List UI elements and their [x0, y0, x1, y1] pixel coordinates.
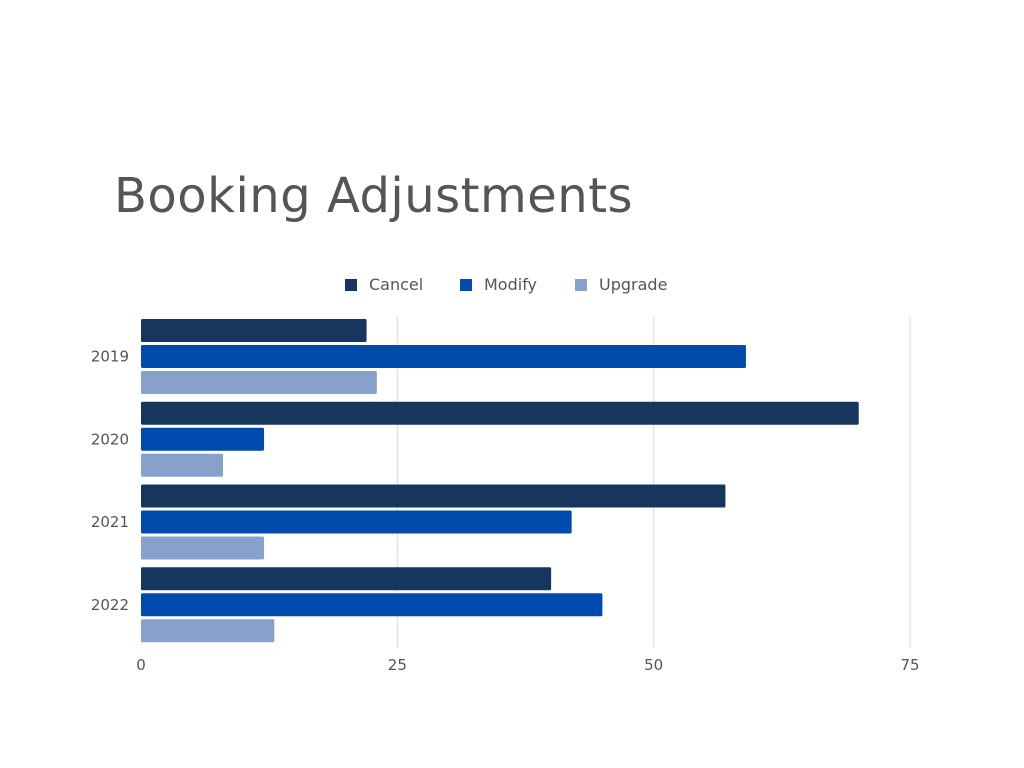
bar-cancel-2020: [141, 401, 859, 425]
x-tick-label: 0: [136, 656, 146, 674]
y-tick-label: 2021: [91, 513, 129, 531]
x-tick-label: 50: [644, 656, 663, 674]
legend-swatch-cancel: [345, 279, 357, 291]
bar-cancel-2019: [141, 319, 367, 342]
bar-cancel-2022: [141, 567, 552, 591]
legend-swatch-modify: [460, 279, 472, 291]
bar-upgrade-2022: [141, 619, 275, 643]
chart-title: Booking Adjustments: [114, 168, 634, 224]
bar-modify-2020: [141, 427, 265, 451]
bar-cancel-2021: [141, 484, 726, 508]
y-tick-label: 2020: [91, 430, 129, 448]
legend-label-modify: Modify: [484, 275, 537, 294]
x-tick-label: 75: [900, 656, 919, 674]
x-axis-labels: 0 25 50 75: [136, 656, 919, 674]
x-tick-label: 25: [388, 656, 407, 674]
legend-label-cancel: Cancel: [369, 275, 423, 294]
bars: [141, 319, 859, 643]
legend-label-upgrade: Upgrade: [599, 275, 667, 294]
y-tick-label: 2022: [91, 596, 129, 614]
bar-modify-2021: [141, 510, 572, 534]
bar-upgrade-2021: [141, 536, 265, 560]
bar-modify-2022: [141, 593, 603, 617]
legend: Cancel Modify Upgrade: [345, 275, 667, 294]
bar-upgrade-2020: [141, 453, 224, 477]
legend-swatch-upgrade: [575, 279, 587, 291]
bar-modify-2019: [141, 345, 746, 368]
bar-upgrade-2019: [141, 371, 377, 394]
y-axis-labels: 2019 2020 2021 2022: [91, 348, 129, 614]
y-tick-label: 2019: [91, 348, 129, 366]
gridlines: [396, 317, 911, 648]
